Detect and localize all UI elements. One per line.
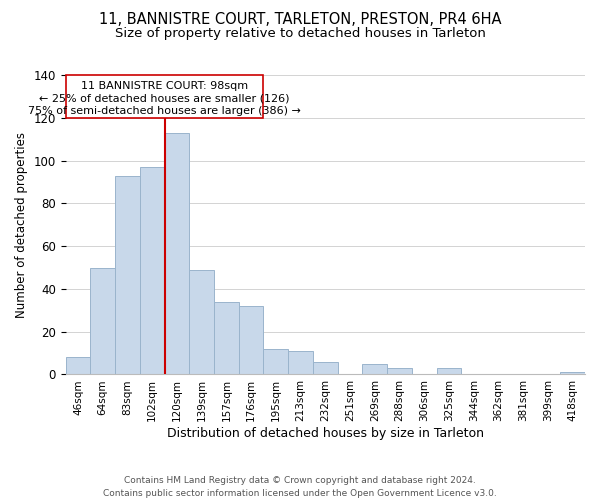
Text: 11 BANNISTRE COURT: 98sqm: 11 BANNISTRE COURT: 98sqm xyxy=(81,80,248,90)
Text: ← 25% of detached houses are smaller (126): ← 25% of detached houses are smaller (12… xyxy=(40,94,290,104)
X-axis label: Distribution of detached houses by size in Tarleton: Distribution of detached houses by size … xyxy=(167,427,484,440)
Bar xyxy=(91,268,115,374)
Bar xyxy=(190,270,214,374)
Bar xyxy=(362,364,387,374)
Bar xyxy=(288,351,313,374)
Bar xyxy=(214,302,239,374)
Bar xyxy=(65,358,91,374)
Text: Size of property relative to detached houses in Tarleton: Size of property relative to detached ho… xyxy=(115,28,485,40)
Bar xyxy=(313,362,338,374)
Bar xyxy=(115,176,140,374)
Bar xyxy=(560,372,585,374)
Text: 75% of semi-detached houses are larger (386) →: 75% of semi-detached houses are larger (… xyxy=(28,106,301,117)
Bar xyxy=(387,368,412,374)
Bar xyxy=(437,368,461,374)
Text: 11, BANNISTRE COURT, TARLETON, PRESTON, PR4 6HA: 11, BANNISTRE COURT, TARLETON, PRESTON, … xyxy=(99,12,501,28)
Text: Contains HM Land Registry data © Crown copyright and database right 2024.
Contai: Contains HM Land Registry data © Crown c… xyxy=(103,476,497,498)
Bar xyxy=(164,133,190,374)
Bar xyxy=(239,306,263,374)
Y-axis label: Number of detached properties: Number of detached properties xyxy=(15,132,28,318)
Bar xyxy=(263,349,288,374)
Bar xyxy=(140,167,164,374)
